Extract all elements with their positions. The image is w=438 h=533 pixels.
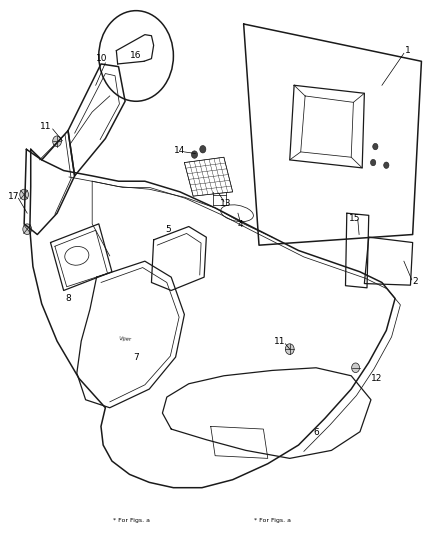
Text: 4: 4 [237, 221, 243, 229]
Text: 7: 7 [133, 353, 139, 361]
Circle shape [372, 143, 377, 150]
Text: 6: 6 [312, 429, 318, 437]
Circle shape [23, 224, 32, 235]
Circle shape [383, 162, 388, 168]
Text: 14: 14 [174, 146, 185, 155]
Text: Viper: Viper [118, 336, 131, 342]
Text: 8: 8 [65, 294, 71, 303]
Circle shape [370, 159, 375, 166]
Text: 13: 13 [220, 199, 231, 208]
Text: * For Figs. a: * For Figs. a [253, 518, 290, 523]
Circle shape [191, 151, 197, 158]
Circle shape [285, 344, 293, 354]
Text: 12: 12 [370, 374, 381, 383]
Circle shape [53, 136, 61, 147]
Text: 11: 11 [40, 123, 52, 131]
Text: 1: 1 [404, 46, 410, 55]
Text: 2: 2 [411, 277, 417, 286]
Text: 5: 5 [165, 225, 171, 233]
Circle shape [199, 146, 205, 153]
Text: 15: 15 [348, 214, 360, 223]
Text: * For Figs. a: * For Figs. a [113, 518, 150, 523]
Text: 10: 10 [96, 54, 107, 63]
Text: 16: 16 [130, 52, 141, 60]
Circle shape [351, 363, 359, 373]
Circle shape [20, 189, 28, 200]
Text: 11: 11 [273, 337, 285, 345]
Text: 17: 17 [8, 192, 20, 200]
